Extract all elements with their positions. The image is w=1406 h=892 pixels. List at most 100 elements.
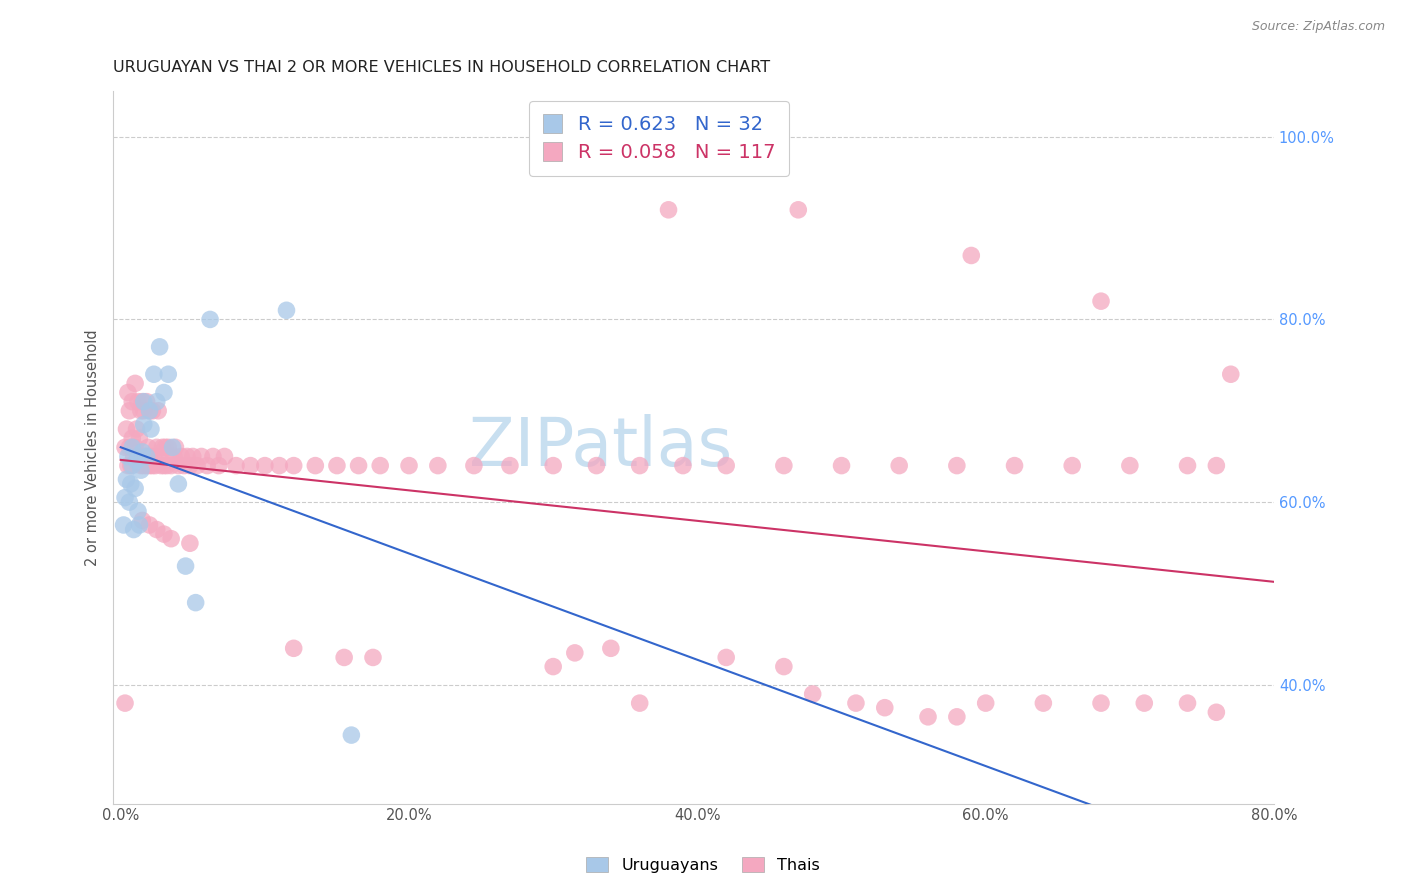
- Point: [179, 536, 201, 550]
- Point: [657, 202, 679, 217]
- Point: [201, 450, 224, 464]
- Point: [1062, 458, 1084, 473]
- Point: [135, 458, 157, 473]
- Point: [139, 450, 162, 464]
- Point: [114, 440, 136, 454]
- Point: [541, 659, 564, 673]
- Point: [1133, 696, 1156, 710]
- Point: [347, 458, 370, 473]
- Point: [225, 458, 247, 473]
- Point: [128, 431, 150, 445]
- Point: [131, 513, 153, 527]
- Point: [145, 440, 167, 454]
- Point: [128, 518, 150, 533]
- Point: [152, 440, 174, 454]
- Point: [153, 458, 176, 473]
- Point: [138, 458, 160, 473]
- Y-axis label: 2 or more Vehicles in Household: 2 or more Vehicles in Household: [86, 329, 100, 566]
- Point: [156, 458, 179, 473]
- Point: [138, 404, 160, 418]
- Point: [340, 728, 363, 742]
- Point: [145, 394, 167, 409]
- Point: [145, 523, 167, 537]
- Point: [136, 440, 159, 454]
- Point: [276, 303, 298, 318]
- Point: [873, 700, 896, 714]
- Point: [917, 710, 939, 724]
- Point: [129, 463, 152, 477]
- Text: ZIPatlas: ZIPatlas: [470, 414, 733, 480]
- Point: [1032, 696, 1054, 710]
- Point: [167, 458, 190, 473]
- Point: [787, 202, 810, 217]
- Point: [208, 458, 231, 473]
- Point: [117, 450, 139, 464]
- Point: [165, 440, 187, 454]
- Point: [132, 458, 155, 473]
- Point: [115, 472, 138, 486]
- Point: [135, 450, 157, 464]
- Point: [170, 450, 193, 464]
- Point: [139, 422, 162, 436]
- Point: [131, 445, 153, 459]
- Point: [333, 650, 356, 665]
- Point: [253, 458, 276, 473]
- Point: [239, 458, 262, 473]
- Text: URUGUAYAN VS THAI 2 OR MORE VEHICLES IN HOUSEHOLD CORRELATION CHART: URUGUAYAN VS THAI 2 OR MORE VEHICLES IN …: [114, 60, 770, 75]
- Point: [129, 404, 152, 418]
- Point: [672, 458, 695, 473]
- Point: [773, 458, 796, 473]
- Point: [125, 454, 148, 468]
- Point: [121, 431, 143, 445]
- Text: Source: ZipAtlas.com: Source: ZipAtlas.com: [1251, 20, 1385, 33]
- Point: [628, 696, 651, 710]
- Point: [127, 394, 149, 409]
- Point: [138, 404, 160, 418]
- Point: [132, 394, 155, 409]
- Point: [186, 458, 208, 473]
- Point: [142, 368, 165, 382]
- Point: [141, 458, 163, 473]
- Point: [714, 458, 737, 473]
- Point: [150, 458, 173, 473]
- Point: [125, 422, 148, 436]
- Point: [1004, 458, 1026, 473]
- Point: [122, 523, 145, 537]
- Point: [159, 450, 181, 464]
- Point: [195, 458, 218, 473]
- Point: [564, 646, 586, 660]
- Point: [114, 491, 136, 505]
- Point: [149, 450, 172, 464]
- Point: [160, 532, 183, 546]
- Point: [1090, 294, 1112, 309]
- Point: [946, 710, 969, 724]
- Point: [118, 495, 141, 509]
- Point: [142, 450, 165, 464]
- Point: [153, 527, 176, 541]
- Point: [326, 458, 349, 473]
- Point: [124, 440, 146, 454]
- Point: [155, 440, 177, 454]
- Point: [127, 504, 149, 518]
- Point: [283, 458, 305, 473]
- Point: [628, 458, 651, 473]
- Point: [773, 659, 796, 673]
- Legend: Uruguayans, Thais: Uruguayans, Thais: [579, 851, 827, 880]
- Point: [499, 458, 522, 473]
- Point: [173, 458, 195, 473]
- Point: [115, 422, 138, 436]
- Point: [269, 458, 291, 473]
- Point: [1177, 458, 1199, 473]
- Point: [131, 450, 153, 464]
- Point: [181, 450, 204, 464]
- Point: [160, 458, 183, 473]
- Point: [112, 518, 135, 533]
- Point: [121, 394, 143, 409]
- Legend: R = 0.623   N = 32, R = 0.058   N = 117: R = 0.623 N = 32, R = 0.058 N = 117: [530, 101, 789, 176]
- Point: [1090, 696, 1112, 710]
- Point: [162, 440, 184, 454]
- Point: [179, 458, 201, 473]
- Point: [714, 650, 737, 665]
- Point: [127, 450, 149, 464]
- Point: [149, 340, 172, 354]
